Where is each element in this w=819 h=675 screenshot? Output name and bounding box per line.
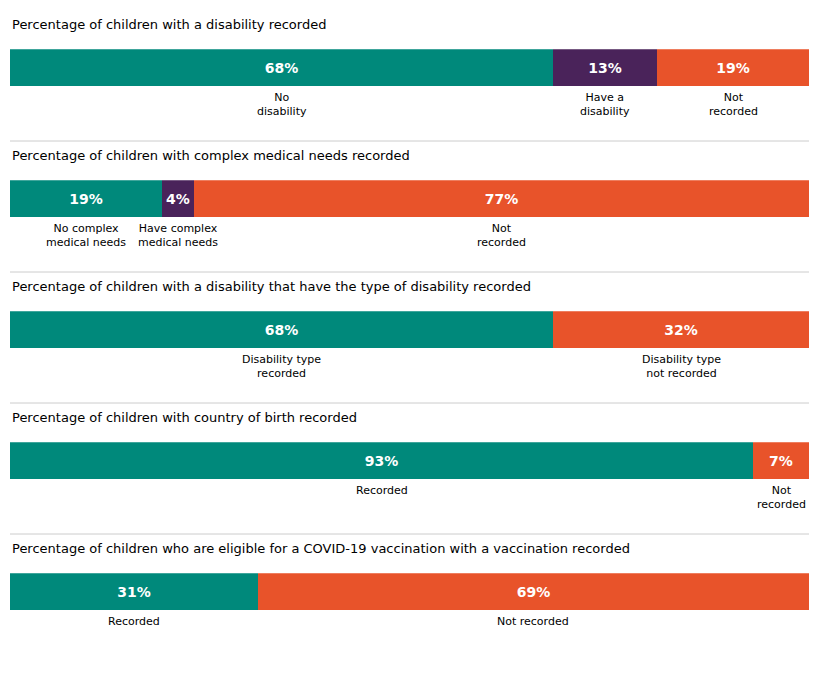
svg-text:Have adisability: Have adisability (580, 91, 630, 118)
svg-text:Recorded: Recorded (356, 484, 408, 497)
svg-text:Recorded: Recorded (108, 615, 160, 628)
svg-text:68%: 68% (265, 322, 299, 338)
svg-text:31%: 31% (117, 584, 151, 600)
svg-text:Have complexmedical needs: Have complexmedical needs (138, 222, 218, 249)
svg-text:Notrecorded: Notrecorded (477, 222, 526, 249)
svg-text:69%: 69% (517, 584, 551, 600)
svg-text:Notrecorded: Notrecorded (709, 91, 758, 118)
svg-text:Percentage of children with a: Percentage of children with a disability… (12, 279, 531, 294)
svg-text:Notrecorded: Notrecorded (757, 484, 806, 511)
svg-text:93%: 93% (365, 453, 399, 469)
svg-text:No complexmedical needs: No complexmedical needs (46, 222, 126, 249)
svg-text:32%: 32% (664, 322, 698, 338)
svg-text:68%: 68% (265, 60, 299, 76)
svg-text:Percentage of children with a: Percentage of children with a disability… (12, 17, 326, 32)
svg-text:Percentage of children with co: Percentage of children with country of b… (12, 410, 357, 425)
svg-text:Disability typerecorded: Disability typerecorded (242, 353, 321, 380)
svg-text:Disability typenot recorded: Disability typenot recorded (642, 353, 721, 380)
svg-text:19%: 19% (716, 60, 750, 76)
svg-text:7%: 7% (769, 453, 793, 469)
svg-text:13%: 13% (588, 60, 622, 76)
svg-text:4%: 4% (166, 191, 190, 207)
svg-text:77%: 77% (485, 191, 519, 207)
svg-text:Not recorded: Not recorded (497, 615, 569, 628)
svg-text:Nodisability: Nodisability (257, 91, 307, 118)
svg-text:Percentage of children with co: Percentage of children with complex medi… (12, 148, 410, 163)
svg-text:19%: 19% (69, 191, 103, 207)
svg-text:Percentage of children who are: Percentage of children who are eligible … (12, 541, 630, 556)
